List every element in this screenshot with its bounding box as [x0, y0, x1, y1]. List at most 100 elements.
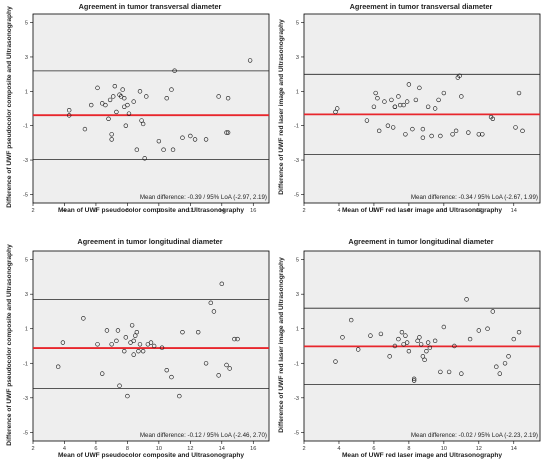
- data-point: [203, 361, 209, 366]
- x-tick-label: 6: [94, 208, 97, 214]
- data-point: [216, 94, 221, 99]
- data-point: [417, 85, 422, 91]
- y-tick-label: 3: [296, 292, 299, 298]
- data-point: [371, 104, 377, 109]
- y-tick-label: 1: [296, 89, 299, 95]
- x-tick-label: 16: [250, 446, 256, 452]
- data-point: [140, 348, 146, 354]
- data-point: [104, 328, 110, 333]
- data-point: [151, 343, 157, 349]
- data-point: [378, 331, 384, 337]
- data-point: [411, 378, 417, 383]
- data-point: [232, 336, 237, 342]
- data-point: [125, 393, 130, 399]
- data-point: [373, 90, 378, 96]
- data-point: [335, 106, 340, 111]
- data-point: [126, 111, 132, 116]
- x-tick-label: 4: [63, 208, 66, 214]
- data-point: [418, 342, 424, 347]
- data-point: [333, 359, 338, 364]
- data-point: [425, 104, 431, 109]
- data-point: [247, 58, 253, 63]
- data-point: [211, 309, 217, 314]
- x-tick-label: 2: [31, 208, 34, 214]
- data-point: [131, 352, 136, 357]
- y-tick-label: 3: [25, 292, 28, 298]
- data-point: [148, 340, 154, 345]
- x-tick-label: 4: [337, 446, 340, 452]
- x-tick-label: 6: [372, 208, 375, 214]
- data-point: [122, 348, 127, 354]
- data-point: [506, 354, 511, 359]
- data-point: [494, 364, 499, 369]
- x-tick-label: 6: [94, 446, 97, 452]
- x-axis-label: Mean of UWF pseudocolor composite and Ul…: [58, 452, 244, 459]
- data-point: [457, 73, 462, 79]
- data-point: [396, 94, 401, 99]
- chart-title: Agreement in tumor longitudinal diameter: [77, 237, 222, 246]
- x-tick-label: 12: [476, 208, 482, 214]
- y-tick-label: 5: [25, 21, 28, 27]
- y-tick-label: 5: [296, 21, 299, 27]
- x-tick-label: 2: [31, 446, 34, 452]
- data-point: [406, 82, 412, 87]
- chart-title: Agreement in tumor transversal diameter: [79, 2, 222, 11]
- data-point: [134, 329, 140, 335]
- data-point: [502, 361, 508, 366]
- data-point: [464, 297, 469, 302]
- y-tick-label: -3: [294, 158, 299, 164]
- data-point: [131, 99, 136, 104]
- y-tick-label: -1: [23, 124, 28, 130]
- plot-longitudinal-red-laser: Agreement in tumor longitudinal diameter…: [278, 237, 541, 459]
- data-point: [82, 126, 88, 132]
- data-point: [441, 90, 447, 96]
- x-tick-label: 10: [156, 446, 162, 452]
- data-point: [177, 393, 182, 399]
- data-point: [466, 130, 471, 135]
- data-point: [452, 343, 457, 349]
- data-point: [340, 335, 345, 340]
- data-point: [123, 335, 129, 340]
- x-tick-label: 12: [187, 446, 193, 452]
- data-point: [376, 128, 382, 134]
- data-point: [413, 97, 419, 103]
- x-tick-label: 10: [156, 208, 162, 214]
- data-point: [81, 316, 86, 321]
- data-point: [516, 90, 522, 96]
- data-point: [66, 108, 72, 113]
- data-point: [180, 329, 185, 335]
- data-point: [109, 137, 114, 142]
- data-point: [170, 147, 176, 152]
- data-point: [389, 97, 394, 103]
- data-point: [422, 357, 427, 363]
- data-point: [368, 333, 373, 338]
- data-point: [134, 147, 140, 152]
- data-point: [219, 281, 225, 287]
- y-tick-label: -5: [294, 430, 299, 436]
- data-point: [401, 102, 406, 108]
- x-axis-label: Mean of UWF red laser image and Ultrason…: [342, 452, 502, 459]
- y-axis-label: Difference of UWF red laser image and Ul…: [278, 19, 285, 195]
- data-point: [164, 367, 169, 373]
- data-point: [103, 102, 108, 108]
- data-point: [180, 135, 185, 140]
- data-point: [55, 364, 61, 369]
- x-tick-label: 14: [219, 208, 225, 214]
- data-point: [227, 366, 232, 371]
- data-point: [513, 125, 518, 130]
- plot-longitudinal-pseudocolor: Agreement in tumor longitudinal diameter…: [6, 237, 270, 459]
- data-point: [115, 328, 121, 333]
- y-tick-label: -1: [23, 361, 28, 367]
- data-point: [364, 118, 370, 123]
- data-point: [137, 342, 143, 347]
- data-point: [120, 87, 125, 92]
- data-point: [387, 354, 392, 359]
- data-point: [485, 326, 490, 331]
- data-point: [164, 95, 169, 101]
- x-tick-label: 14: [511, 208, 517, 214]
- data-point: [169, 374, 174, 380]
- data-point: [429, 133, 434, 139]
- data-point: [417, 335, 422, 340]
- plot-area: [32, 13, 270, 204]
- plot-area: [303, 13, 541, 204]
